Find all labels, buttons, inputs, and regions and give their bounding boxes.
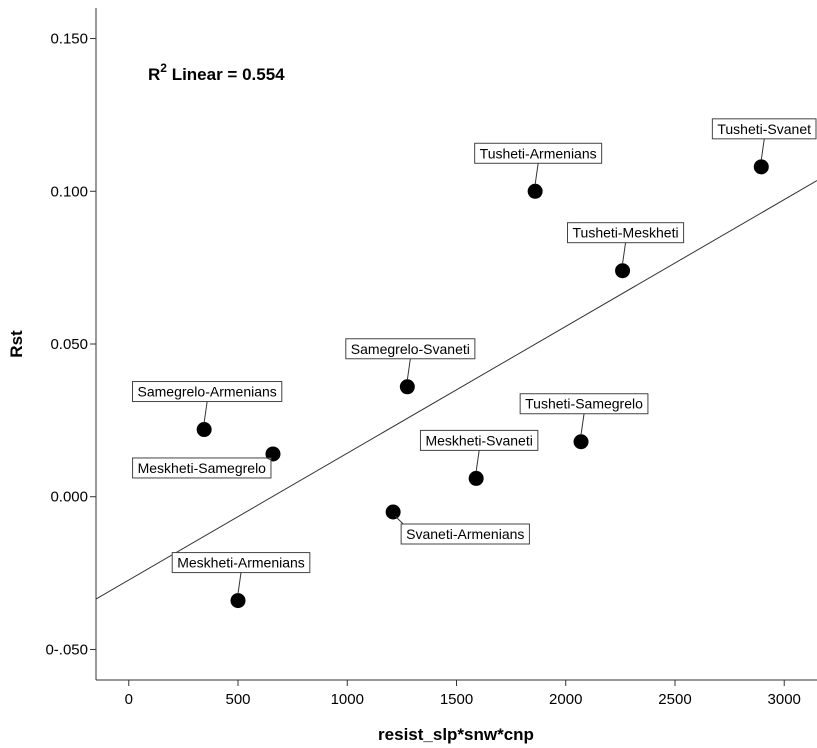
- data-point: [399, 379, 415, 395]
- point-label-text: Samegrelo-Svaneti: [351, 341, 470, 357]
- x-tick-label: 0: [125, 691, 133, 708]
- point-label-box: [132, 457, 272, 479]
- point-label: Svaneti-Armenians: [394, 515, 530, 545]
- r2-annotation: R2 Linear = 0.554: [148, 61, 285, 84]
- point-label-leader: [622, 242, 627, 264]
- point-label: Tusheti-Samegrelo: [519, 393, 649, 435]
- data-point: [527, 183, 543, 199]
- point-label-leader: [237, 572, 242, 594]
- x-tick-label: 2500: [658, 691, 691, 708]
- point-label-text: Tusheti-Armenians: [480, 145, 597, 161]
- r2-suffix: Linear = 0.554: [167, 65, 285, 84]
- point-label-text: Samegrelo-Armenians: [138, 384, 277, 400]
- point-label-text: Tusheti-Meskheti: [573, 225, 679, 241]
- data-point: [573, 434, 589, 450]
- point-label-leader: [203, 401, 208, 423]
- point-label: Tusheti-Svanet: [711, 118, 817, 160]
- point-label-text: Svaneti-Armenians: [406, 526, 524, 542]
- point-label: Tusheti-Armenians: [474, 142, 603, 185]
- point-label-leader: [406, 358, 411, 380]
- point-label-box: [400, 523, 530, 545]
- x-tick-label: 2000: [549, 691, 582, 708]
- linear-fit-line: [95, 180, 817, 600]
- x-axis-title: resist_slp*snw*cnp: [378, 725, 534, 744]
- x-tick-label: 3000: [768, 691, 801, 708]
- y-tick-label: 0.150: [50, 31, 88, 48]
- x-tick-label: 1000: [331, 691, 364, 708]
- point-label-leader: [534, 163, 539, 185]
- y-tick-label: 0.000: [50, 489, 88, 506]
- point-label-leader: [475, 450, 480, 472]
- data-point: [753, 159, 769, 175]
- r2-prefix: R: [148, 65, 160, 84]
- point-label: Samegrelo-Armenians: [132, 381, 283, 423]
- y-tick-label: 0.050: [50, 336, 88, 353]
- x-tick-label: 500: [225, 691, 250, 708]
- data-point: [230, 593, 246, 609]
- point-label: Samegrelo-Svaneti: [345, 338, 476, 380]
- y-tick-label: 0-.050: [45, 641, 88, 658]
- y-axis-title: Rst: [7, 330, 26, 358]
- point-label: Meskheti-Armenians: [171, 552, 311, 594]
- point-label-text: Meskheti-Samegrelo: [138, 460, 267, 476]
- y-tick-label: 0.100: [50, 183, 88, 200]
- data-point: [196, 422, 212, 438]
- point-label-leader: [394, 515, 404, 525]
- point-label: Tusheti-Meskheti: [567, 222, 685, 264]
- point-label-text: Meskheti-Armenians: [177, 555, 305, 571]
- point-label-text: Meskheti-Svaneti: [425, 432, 532, 448]
- r2-superscript: 2: [160, 61, 167, 75]
- point-label-leader: [580, 413, 585, 435]
- x-tick-label: 1500: [440, 691, 473, 708]
- point-label: Meskheti-Svaneti: [419, 429, 539, 472]
- data-point: [615, 263, 631, 279]
- point-label-text: Tusheti-Svanet: [717, 121, 811, 137]
- data-point: [468, 470, 484, 486]
- point-label-leader: [760, 138, 765, 160]
- point-label-leader: [266, 457, 272, 461]
- data-point: [385, 504, 401, 520]
- point-label-text: Tusheti-Samegrelo: [525, 396, 643, 412]
- point-label: Meskheti-Samegrelo: [132, 457, 272, 479]
